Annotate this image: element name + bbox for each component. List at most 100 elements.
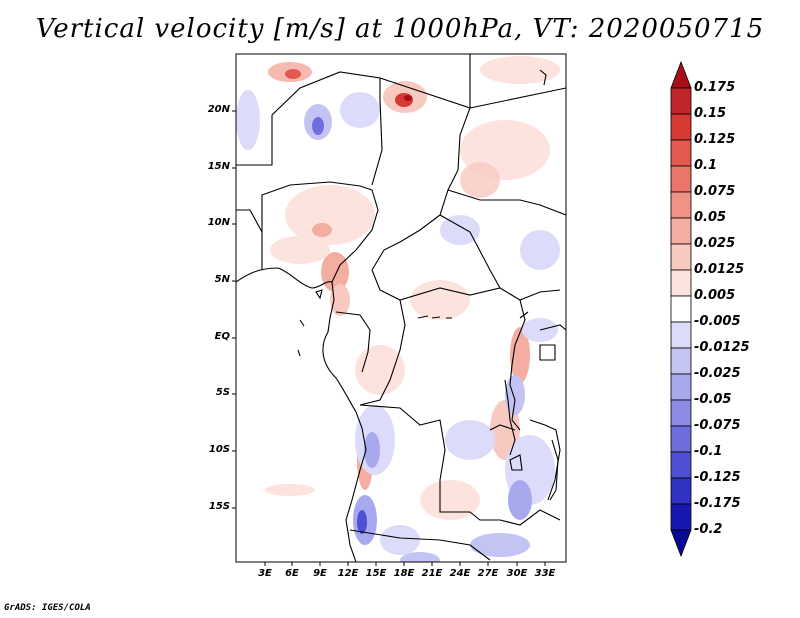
lake-victoria <box>539 344 556 361</box>
border-line <box>335 311 371 373</box>
negative-velocity-patch <box>508 480 532 520</box>
colorbar-box <box>670 87 692 115</box>
colorbar-label: 0.05 <box>694 210 727 225</box>
lat-label: 15S <box>208 501 230 512</box>
colorbar-box <box>670 503 692 531</box>
lon-label: 21E <box>421 568 443 579</box>
negative-velocity-patch <box>400 552 440 562</box>
colorbar-label: 0.1 <box>694 158 718 173</box>
lake-bangweulu <box>509 454 523 471</box>
positive-velocity-patch <box>420 480 480 520</box>
lon-label: 30E <box>506 568 528 579</box>
velocity-field <box>236 56 560 562</box>
colorbar-label: 0.15 <box>694 106 727 121</box>
negative-velocity-patch <box>440 215 480 245</box>
negative-velocity-patch <box>312 117 324 135</box>
lat-label: 10N <box>207 217 230 228</box>
colorbar-box <box>670 217 692 245</box>
colorbar-box <box>670 295 692 323</box>
negative-velocity-patch <box>445 420 495 460</box>
map-frame <box>235 53 567 563</box>
colorbar-label: -0.0125 <box>694 340 750 355</box>
lon-label: 3E <box>258 568 272 579</box>
axis-ticks <box>232 110 546 566</box>
positive-velocity-patch <box>285 185 375 245</box>
border-line <box>371 77 471 271</box>
map-panel <box>235 53 567 563</box>
positive-velocity-patch <box>510 327 530 383</box>
colorbar-bottom-triangle <box>670 529 692 558</box>
border-line <box>236 71 383 186</box>
colorbar-label: 0.005 <box>694 288 736 303</box>
border-line <box>529 419 561 501</box>
island-bioko <box>315 289 323 300</box>
positive-velocity-patch <box>410 280 470 320</box>
border-line <box>359 299 406 406</box>
colorbar-box <box>670 113 692 141</box>
colorbar-box <box>670 165 692 193</box>
lake-malawi <box>549 439 559 501</box>
colorbar-box <box>670 399 692 427</box>
lat-label: 20N <box>207 104 230 115</box>
colorbar-top-triangle <box>670 60 692 89</box>
border-line <box>371 269 561 301</box>
lat-label: 5S <box>215 387 230 398</box>
colorbar-box <box>670 191 692 219</box>
positive-velocity-patch <box>312 223 332 237</box>
positive-velocity-patch <box>355 345 405 395</box>
negative-velocity-patch <box>520 230 560 270</box>
lat-label: 5N <box>214 274 230 285</box>
colorbar-box <box>670 477 692 505</box>
negative-velocity-patch <box>470 533 530 557</box>
negative-velocity-patch <box>505 375 525 415</box>
country-borders <box>236 54 566 562</box>
border-line <box>261 181 379 283</box>
lat-label: 15N <box>207 161 230 172</box>
lon-label: 33E <box>534 568 556 579</box>
colorbar-label: -0.175 <box>694 496 741 511</box>
colorbar-label: 0.175 <box>694 80 736 95</box>
lat-label: EQ <box>214 331 230 342</box>
lon-label: 6E <box>285 568 299 579</box>
chart-title: Vertical velocity [m/s] at 1000hPa, VT: … <box>35 14 765 44</box>
colorbar-box <box>670 269 692 297</box>
credit-text: GrADS: IGES/COLA <box>4 603 91 613</box>
lake-tanganyika <box>504 379 516 456</box>
border-line <box>236 209 263 270</box>
border-line <box>469 54 566 109</box>
colorbar-label: 0.0125 <box>694 262 745 277</box>
colorbar-label: -0.1 <box>694 444 723 459</box>
colorbar-label: -0.075 <box>694 418 741 433</box>
border-line <box>439 214 501 289</box>
river-segment <box>417 315 452 319</box>
border-line <box>509 299 526 431</box>
coastline <box>539 69 547 86</box>
positive-velocity-patch <box>265 484 315 496</box>
border-line <box>539 324 566 331</box>
border-line <box>349 529 441 541</box>
lon-label: 27E <box>477 568 499 579</box>
colorbar-label: 0.125 <box>694 132 736 147</box>
positive-velocity-patch <box>285 69 301 79</box>
colorbar-label: -0.05 <box>694 392 732 407</box>
colorbar-box <box>670 139 692 167</box>
positive-velocity-patch <box>480 56 560 84</box>
lon-label: 15E <box>365 568 387 579</box>
positive-velocity-peak <box>404 95 412 101</box>
colorbar-box <box>670 347 692 375</box>
lat-label: 10S <box>208 444 230 455</box>
negative-velocity-patch <box>340 92 380 128</box>
colorbar-label: -0.125 <box>694 470 741 485</box>
border-line <box>447 189 566 216</box>
colorbar-box <box>670 373 692 401</box>
lake-albert <box>519 311 529 319</box>
negative-velocity-patch <box>236 90 260 150</box>
negative-velocity-patch <box>380 525 420 555</box>
colorbar-label: -0.025 <box>694 366 741 381</box>
colorbar-boxes <box>670 87 692 531</box>
lon-label: 12E <box>337 568 359 579</box>
border-line <box>469 509 561 526</box>
positive-velocity-patch <box>330 284 350 316</box>
negative-velocity-patch <box>357 510 367 534</box>
colorbar-label: 0.025 <box>694 236 736 251</box>
